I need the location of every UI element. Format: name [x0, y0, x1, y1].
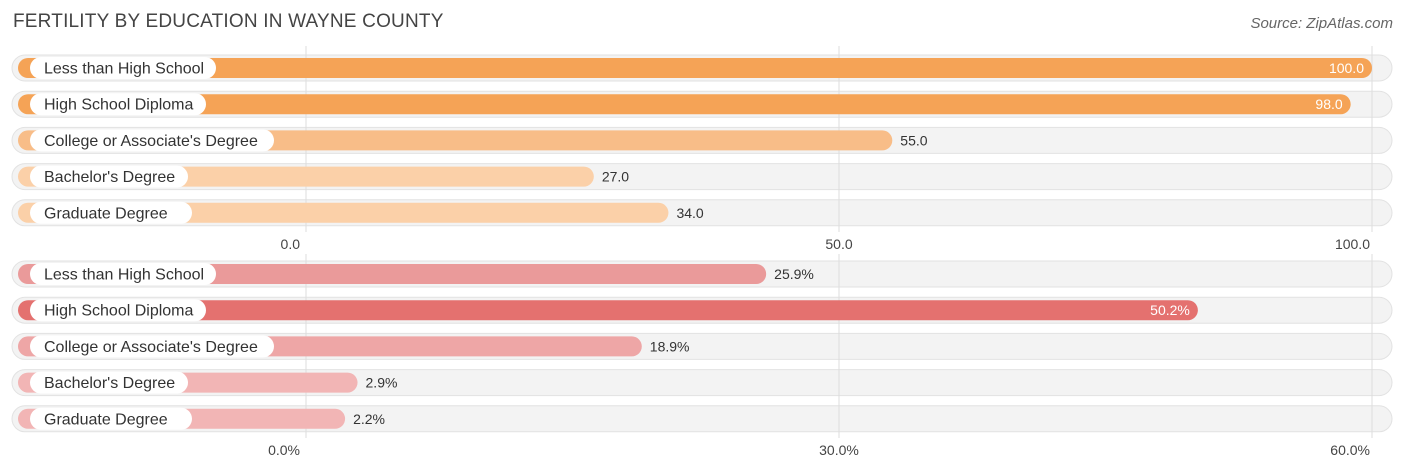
tick-label: 0.0	[281, 236, 301, 252]
tick-label: 0.0%	[268, 442, 300, 458]
tick-label: 30.0%	[819, 442, 859, 458]
category-label: Less than High School	[44, 61, 204, 78]
category-label: Bachelor's Degree	[44, 169, 175, 186]
value-label: 55.0	[900, 132, 927, 148]
category-label: Graduate Degree	[44, 411, 168, 428]
category-label-pill	[30, 371, 188, 394]
category-label: Graduate Degree	[44, 205, 168, 222]
value-label: 18.9%	[650, 338, 690, 354]
value-label: 25.9%	[774, 266, 814, 282]
category-label: High School Diploma	[44, 303, 194, 320]
value-label: 98.0	[1315, 96, 1342, 112]
source-label: Source: ZipAtlas.com	[1250, 15, 1393, 32]
category-label-pill	[30, 335, 274, 358]
value-label: 2.2%	[353, 411, 385, 427]
category-label-pill	[30, 407, 192, 430]
chart-title: FERTILITY BY EDUCATION IN WAYNE COUNTY	[13, 11, 444, 32]
value-label: 34.0	[676, 205, 703, 221]
value-label: 2.9%	[366, 375, 398, 391]
value-label: 50.2%	[1150, 302, 1190, 318]
category-label-pill	[30, 93, 206, 116]
category-label-pill	[30, 263, 216, 285]
category-label-pill	[30, 201, 192, 224]
category-label-pill	[30, 57, 216, 79]
row-background	[11, 369, 1393, 397]
bar	[18, 300, 1198, 321]
tick-label: 60.0%	[1330, 442, 1370, 458]
category-label: Less than High School	[44, 267, 204, 284]
tick-label: 50.0	[825, 236, 852, 252]
bar	[18, 58, 1372, 78]
row-background	[11, 405, 1393, 433]
value-label: 27.0	[602, 169, 629, 185]
tick-label: 100.0	[1335, 236, 1370, 252]
bar	[18, 94, 1351, 115]
category-label: Bachelor's Degree	[44, 375, 175, 392]
category-label: High School Diploma	[44, 97, 194, 114]
category-label: College or Associate's Degree	[44, 133, 258, 150]
category-label-pill	[30, 129, 274, 152]
category-label-pill	[30, 165, 188, 188]
value-label: 100.0	[1329, 60, 1364, 76]
category-label: College or Associate's Degree	[44, 339, 258, 356]
category-label-pill	[30, 299, 206, 322]
